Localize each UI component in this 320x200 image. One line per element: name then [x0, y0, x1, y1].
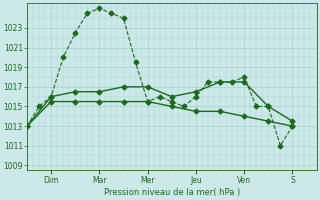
X-axis label: Pression niveau de la mer( hPa ): Pression niveau de la mer( hPa ) — [104, 188, 240, 197]
